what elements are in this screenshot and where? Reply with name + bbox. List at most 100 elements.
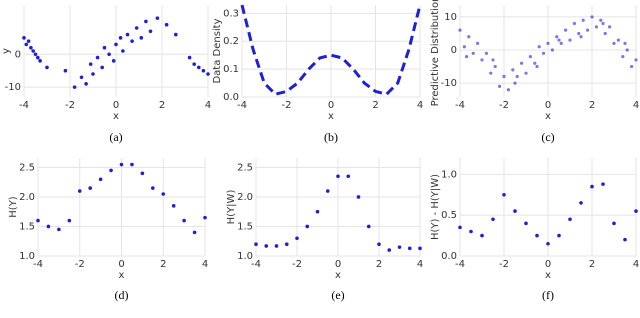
point <box>161 192 166 196</box>
point <box>418 246 422 251</box>
x-tick-label: 2 <box>589 259 595 270</box>
point <box>520 61 524 65</box>
x-axis-label: x <box>545 270 551 281</box>
point <box>458 28 462 32</box>
y-axis-label: y <box>1 48 12 54</box>
subplot: -4 -2 0 2 4 0.0 0.1 0.2 0.3 x Data Density (b) <box>212 4 423 144</box>
point <box>590 184 594 189</box>
point <box>98 177 103 182</box>
y-tick-label: 1.5 <box>19 221 35 232</box>
y-tick-label: -10 <box>5 82 21 93</box>
point <box>603 31 607 36</box>
point <box>559 41 563 45</box>
x-tick-label: 4 <box>633 100 639 111</box>
point <box>612 221 616 226</box>
point <box>203 215 207 220</box>
point <box>465 55 469 59</box>
point <box>206 72 210 76</box>
point <box>542 51 546 55</box>
point <box>608 25 612 29</box>
point <box>625 48 629 52</box>
point <box>557 233 561 238</box>
point <box>491 217 495 222</box>
y-axis-label: H(Y) <box>8 196 19 218</box>
x-tick-label: -4 <box>237 100 247 111</box>
point <box>155 16 160 20</box>
y-axis-label: Predictive Distribution <box>430 0 441 106</box>
y-tick-label: 0.5 <box>441 210 457 221</box>
point <box>139 36 144 40</box>
point <box>537 45 541 49</box>
point <box>274 244 279 248</box>
point <box>77 189 82 193</box>
point <box>513 81 517 85</box>
point <box>491 58 495 62</box>
y-tick-label: 1.0 <box>237 251 253 262</box>
y-tick-label: 2.5 <box>19 162 35 173</box>
point <box>130 162 134 167</box>
x-tick-label: 2 <box>372 100 378 111</box>
point <box>493 64 497 69</box>
point <box>546 241 550 246</box>
point <box>366 224 371 229</box>
point <box>22 36 26 40</box>
point <box>45 65 49 70</box>
point <box>601 21 605 26</box>
point <box>577 31 581 36</box>
y-tick-label: 0.0 <box>441 251 457 262</box>
point <box>130 39 134 43</box>
point <box>489 71 493 75</box>
x-tick-label: 0 <box>335 259 341 270</box>
caption: (f) <box>542 288 554 302</box>
point <box>630 64 634 69</box>
x-tick-label: -4 <box>455 100 465 111</box>
point <box>590 15 594 19</box>
point <box>192 230 197 235</box>
point <box>84 82 88 86</box>
x-tick-label: -4 <box>455 259 465 270</box>
x-tick-label: 2 <box>376 259 382 270</box>
point <box>254 242 258 246</box>
point <box>197 65 201 70</box>
point <box>634 58 638 62</box>
y-tick-label: 0 <box>451 45 457 56</box>
point <box>579 35 583 39</box>
subplot: -4 -2 0 2 4 1.0 1.5 2.0 2.5 x H(Y) (d) <box>8 158 208 302</box>
point <box>502 74 506 79</box>
point <box>144 19 148 24</box>
point <box>634 209 638 213</box>
point <box>284 242 289 246</box>
point <box>407 246 412 251</box>
x-axis-label: x <box>545 111 551 122</box>
point <box>305 224 310 229</box>
point <box>118 36 123 40</box>
point <box>528 55 533 59</box>
x-tick-label: 0 <box>118 259 124 270</box>
point <box>114 42 118 47</box>
y-tick-label: 0 <box>15 49 21 60</box>
point <box>79 75 84 80</box>
subplot: -4 -2 0 2 4 0.0 0.5 1.0 x H(Y) - H(Y|W) (f) <box>430 158 639 302</box>
point <box>502 192 506 197</box>
point <box>264 244 269 248</box>
point <box>377 242 381 246</box>
point <box>498 84 502 89</box>
point <box>201 68 206 73</box>
caption: (a) <box>109 130 122 144</box>
point <box>33 52 38 57</box>
point <box>535 233 539 238</box>
point <box>88 186 92 190</box>
point <box>550 48 555 52</box>
point <box>511 68 515 72</box>
point <box>506 88 510 92</box>
point <box>24 42 29 47</box>
point <box>134 26 139 30</box>
point <box>111 59 116 63</box>
point <box>315 209 320 214</box>
y-tick-label: 1.0 <box>441 169 457 180</box>
point <box>102 45 107 50</box>
point <box>182 218 186 223</box>
x-tick-label: -2 <box>65 100 75 111</box>
